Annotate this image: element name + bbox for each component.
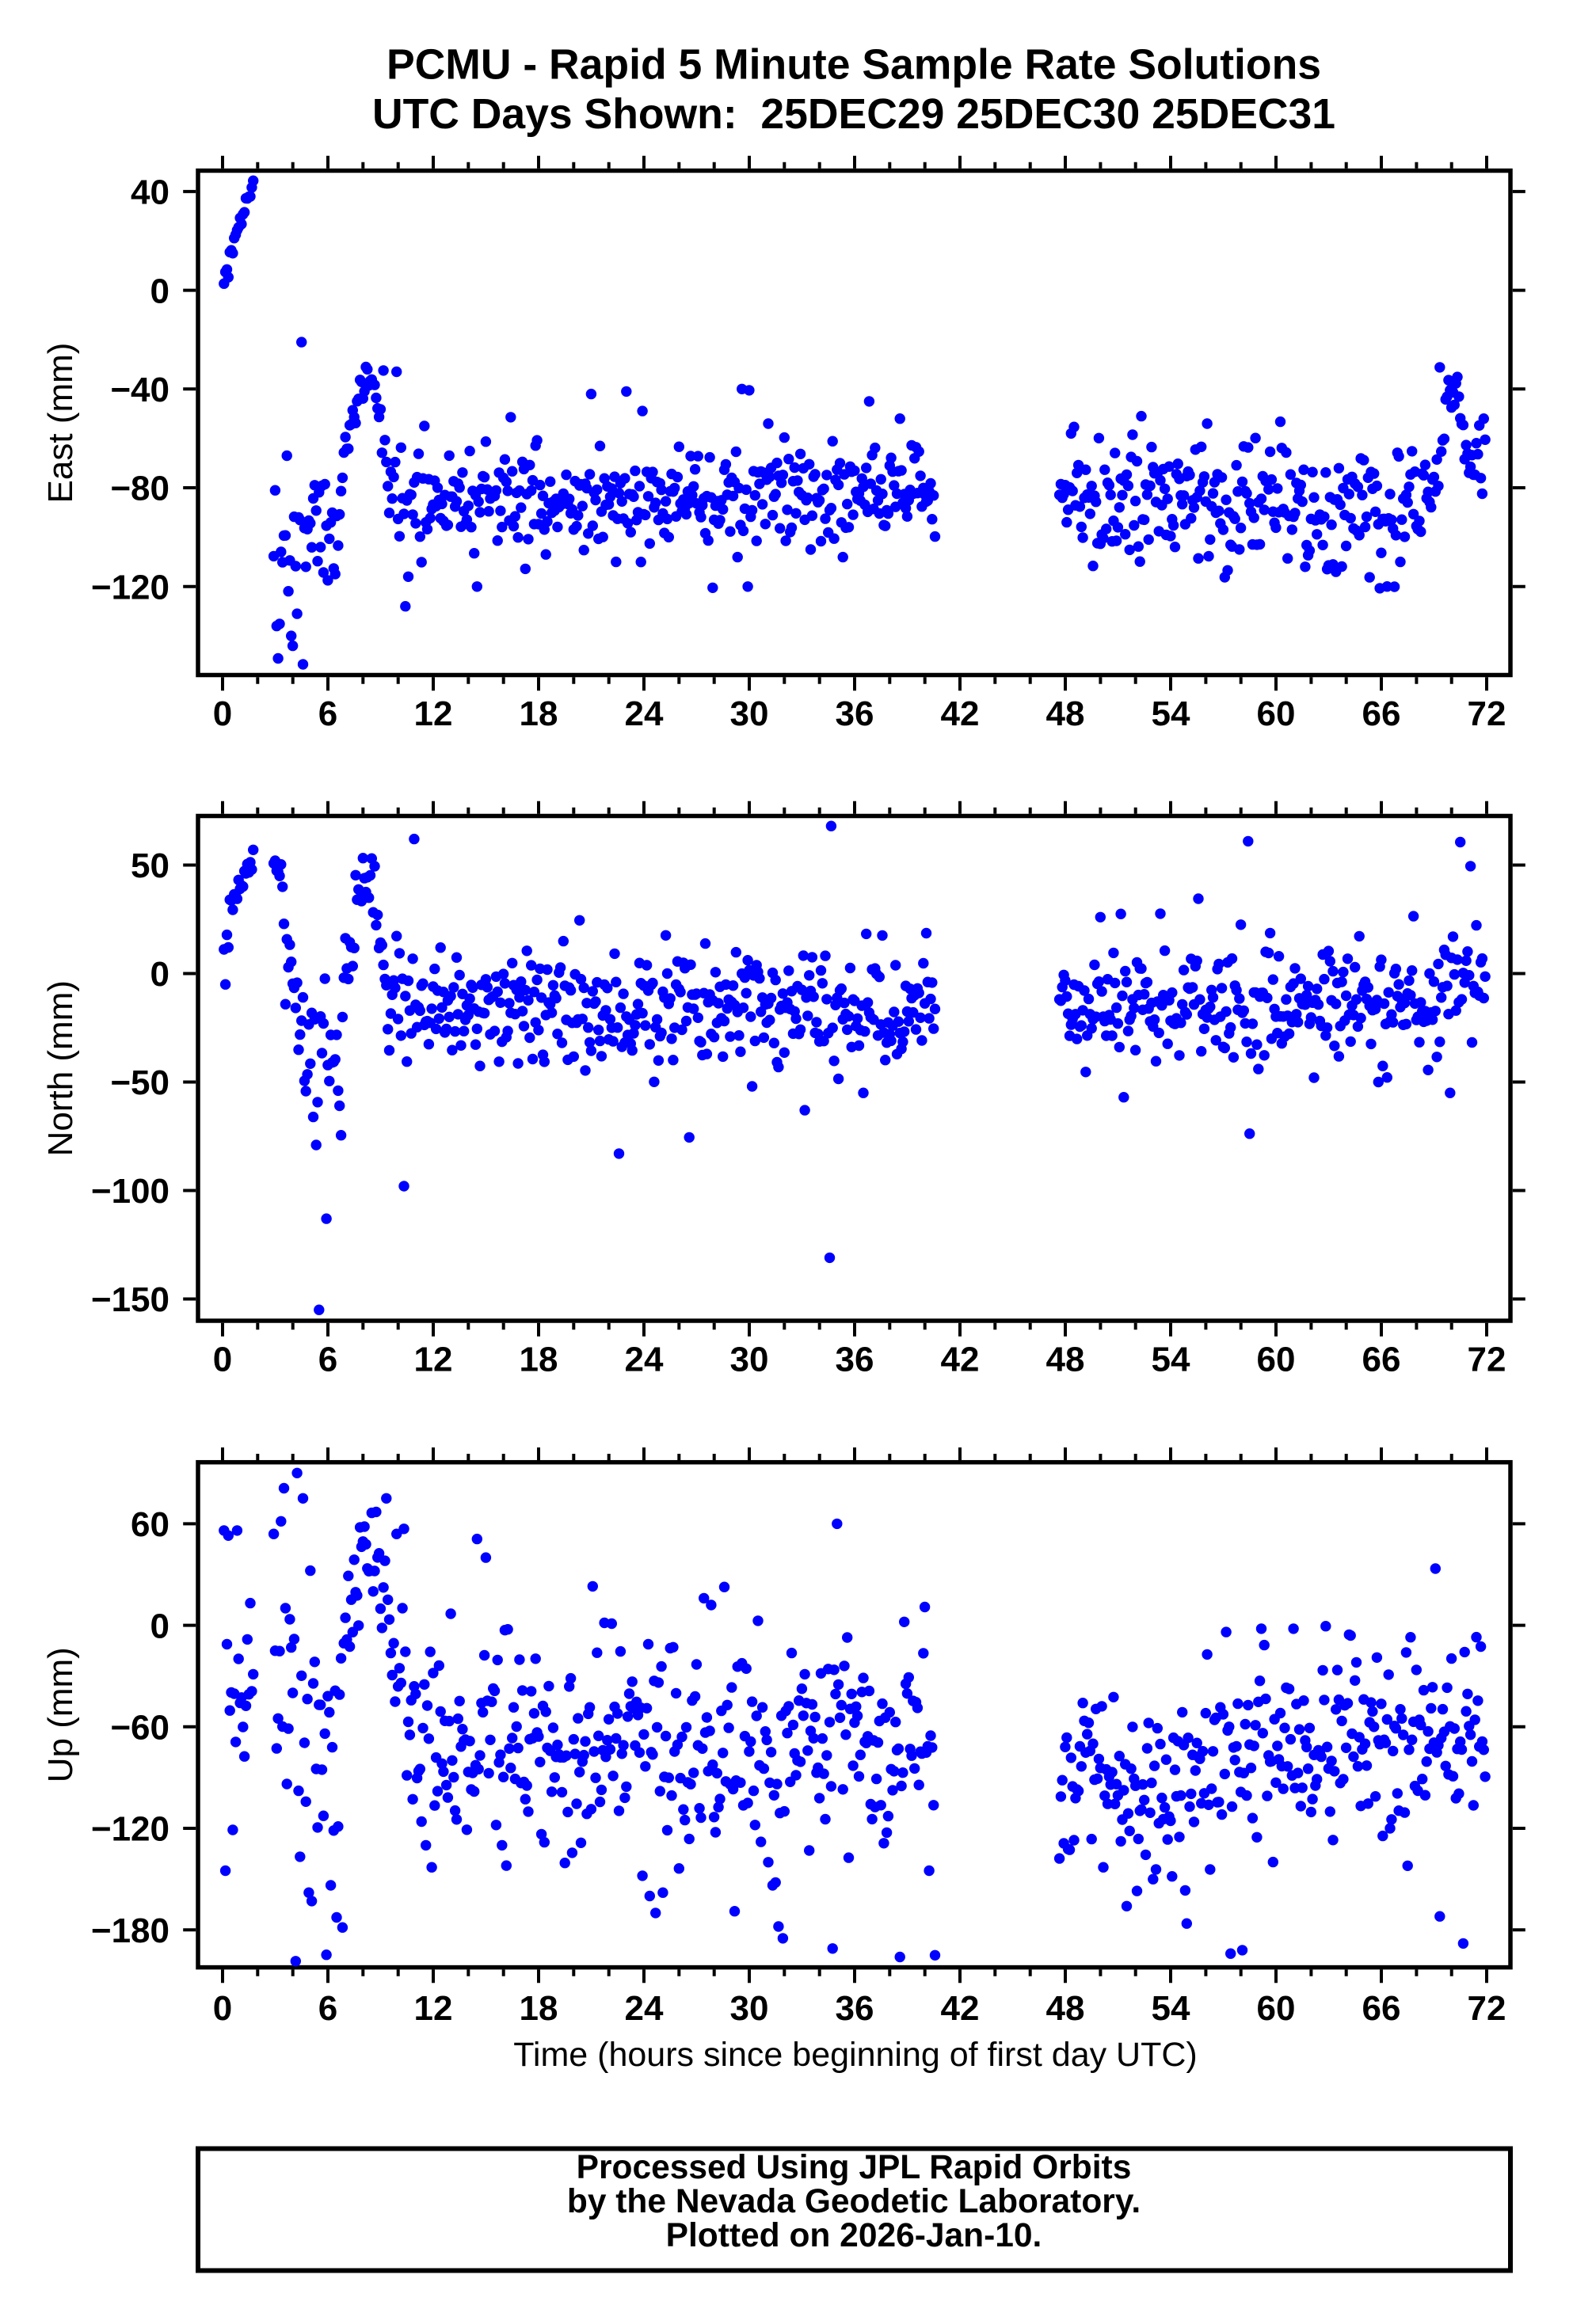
svg-text:72: 72 — [1468, 1341, 1506, 1379]
svg-text:54: 54 — [1152, 1341, 1190, 1379]
svg-text:PCMU - Rapid 5 Minute Sample R: PCMU - Rapid 5 Minute Sample Rate Soluti… — [387, 42, 1321, 89]
svg-text:0: 0 — [150, 955, 169, 994]
svg-text:60: 60 — [1257, 694, 1296, 733]
svg-text:0: 0 — [150, 1607, 169, 1645]
svg-text:Plotted on 2026-Jan-10.: Plotted on 2026-Jan-10. — [666, 2217, 1042, 2254]
svg-text:12: 12 — [414, 1341, 453, 1379]
svg-text:Processed Using JPL Rapid Orbi: Processed Using JPL Rapid Orbits — [577, 2149, 1132, 2186]
svg-text:24: 24 — [625, 1341, 664, 1379]
svg-text:UTC Days Shown: 25DEC29 25DEC: UTC Days Shown: 25DEC29 25DEC30 25DEC31 — [372, 91, 1335, 138]
svg-text:North (mm): North (mm) — [41, 980, 80, 1156]
svg-text:36: 36 — [836, 1989, 874, 2028]
svg-text:−120: −120 — [91, 1810, 169, 1849]
svg-text:72: 72 — [1468, 694, 1506, 733]
svg-text:36: 36 — [836, 694, 874, 733]
svg-text:60: 60 — [1257, 1341, 1296, 1379]
svg-text:18: 18 — [520, 1989, 558, 2028]
svg-text:by the Nevada Geodetic Laborat: by the Nevada Geodetic Laboratory. — [567, 2183, 1141, 2220]
svg-text:−120: −120 — [91, 569, 169, 607]
svg-text:66: 66 — [1362, 1989, 1401, 2028]
svg-text:24: 24 — [625, 1989, 664, 2028]
svg-text:−100: −100 — [91, 1172, 169, 1211]
svg-text:−80: −80 — [110, 470, 169, 508]
svg-text:East (mm): East (mm) — [41, 343, 80, 504]
svg-text:0: 0 — [213, 1989, 232, 2028]
svg-text:−180: −180 — [91, 1911, 169, 1950]
svg-text:42: 42 — [941, 1341, 980, 1379]
svg-text:6: 6 — [318, 694, 337, 733]
svg-text:−50: −50 — [110, 1063, 169, 1102]
svg-text:54: 54 — [1152, 694, 1190, 733]
svg-text:Time (hours since beginning of: Time (hours since beginning of first day… — [513, 2036, 1198, 2074]
svg-text:60: 60 — [1257, 1989, 1296, 2028]
svg-text:24: 24 — [625, 694, 664, 733]
svg-text:−60: −60 — [110, 1709, 169, 1748]
svg-text:0: 0 — [213, 694, 232, 733]
svg-text:0: 0 — [150, 272, 169, 310]
svg-text:48: 48 — [1046, 1989, 1085, 2028]
svg-text:48: 48 — [1046, 1341, 1085, 1379]
svg-text:30: 30 — [730, 1989, 769, 2028]
svg-text:60: 60 — [131, 1505, 169, 1544]
svg-text:42: 42 — [941, 694, 980, 733]
svg-text:66: 66 — [1362, 694, 1401, 733]
svg-text:12: 12 — [414, 1989, 453, 2028]
svg-text:48: 48 — [1046, 694, 1085, 733]
svg-text:42: 42 — [941, 1989, 980, 2028]
svg-text:50: 50 — [131, 846, 169, 885]
svg-text:54: 54 — [1152, 1989, 1190, 2028]
svg-text:Up (mm): Up (mm) — [41, 1647, 80, 1782]
svg-text:30: 30 — [730, 1341, 769, 1379]
svg-text:66: 66 — [1362, 1341, 1401, 1379]
svg-text:6: 6 — [318, 1989, 337, 2028]
svg-text:0: 0 — [213, 1341, 232, 1379]
svg-text:12: 12 — [414, 694, 453, 733]
svg-text:−150: −150 — [91, 1280, 169, 1319]
svg-text:6: 6 — [318, 1341, 337, 1379]
svg-text:36: 36 — [836, 1341, 874, 1379]
svg-text:40: 40 — [131, 173, 169, 212]
svg-text:72: 72 — [1468, 1989, 1506, 2028]
svg-text:18: 18 — [520, 1341, 558, 1379]
svg-text:30: 30 — [730, 694, 769, 733]
svg-text:18: 18 — [520, 694, 558, 733]
svg-text:−40: −40 — [110, 371, 169, 409]
